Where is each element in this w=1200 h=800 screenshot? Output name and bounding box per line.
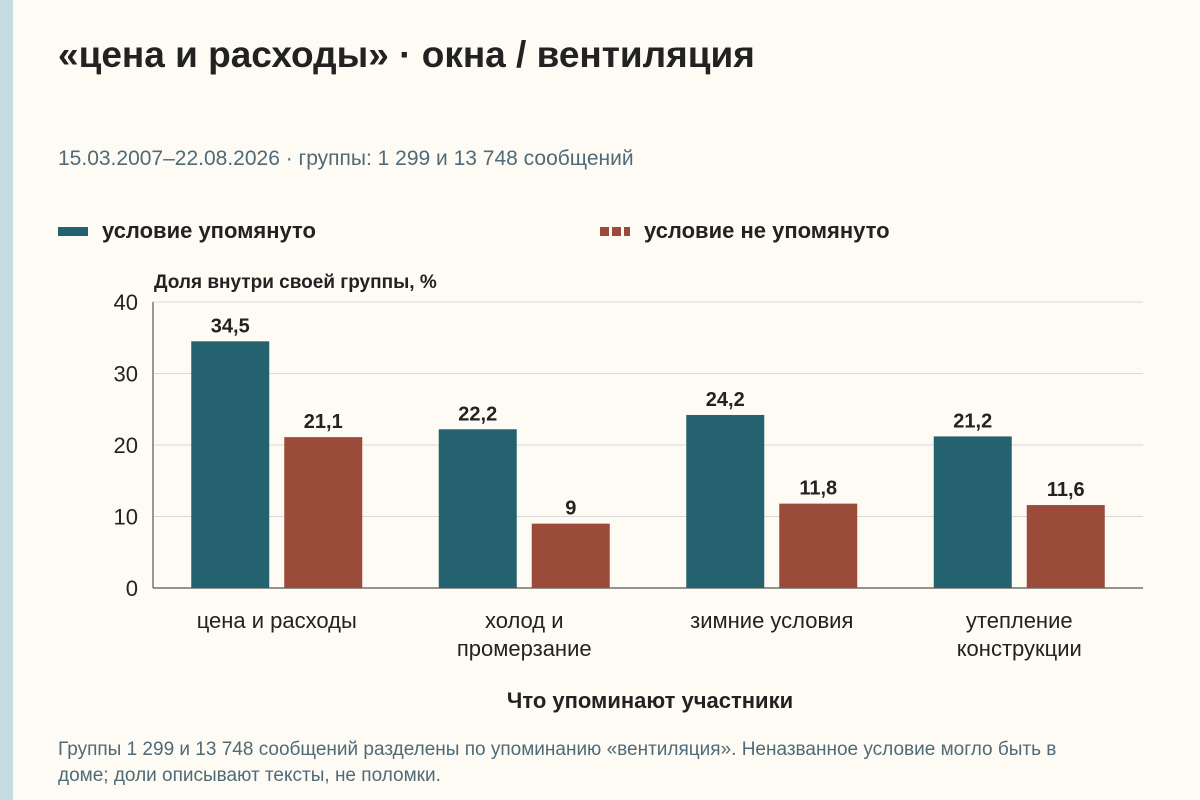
y-tick-label: 40 bbox=[114, 290, 138, 315]
y-tick-label: 10 bbox=[114, 505, 138, 530]
data-label-mentioned: 24,2 bbox=[706, 389, 745, 411]
x-tick-label: конструкции bbox=[957, 636, 1082, 661]
legend-label-mentioned: условие упомянуто bbox=[102, 218, 316, 243]
data-label-mentioned: 21,2 bbox=[953, 410, 992, 432]
data-label-mentioned: 22,2 bbox=[458, 403, 497, 425]
bar-not-mentioned bbox=[531, 523, 610, 588]
left-accent-rule bbox=[0, 0, 13, 800]
x-tick-label: цена и расходы bbox=[197, 608, 357, 633]
bar-not-mentioned bbox=[284, 437, 363, 588]
y-tick-label: 20 bbox=[114, 433, 138, 458]
data-label-mentioned: 34,5 bbox=[211, 315, 250, 337]
x-tick-label: утепление bbox=[966, 608, 1073, 633]
y-tick-label: 0 bbox=[126, 576, 138, 601]
data-label-not-mentioned: 11,6 bbox=[1047, 479, 1085, 501]
footnote: Группы 1 299 и 13 748 сообщений разделен… bbox=[58, 739, 1057, 786]
bar-not-mentioned bbox=[1026, 505, 1105, 588]
data-label-not-mentioned: 11,8 bbox=[799, 478, 837, 500]
chart-title: «цена и расходы» · окна / вентиляция bbox=[58, 34, 755, 75]
data-label-not-mentioned: 9 bbox=[565, 498, 576, 520]
x-tick-label: промерзание bbox=[457, 636, 592, 661]
bar-mentioned bbox=[686, 414, 765, 588]
data-label-not-mentioned: 21,1 bbox=[304, 411, 343, 433]
x-axis-label: Что упоминают участники bbox=[507, 688, 793, 713]
bar-mentioned bbox=[933, 436, 1012, 588]
legend-swatch-not-mentioned bbox=[600, 226, 630, 236]
legend-label-not-mentioned: условие не упомянуто bbox=[644, 218, 890, 243]
legend-item-not-mentioned: условие не упомянуто bbox=[600, 218, 890, 244]
bar-not-mentioned bbox=[779, 503, 858, 588]
x-tick-label: зимние условия bbox=[690, 608, 853, 633]
bar-mentioned bbox=[191, 341, 270, 588]
y-tick-label: 30 bbox=[114, 362, 138, 387]
legend-item-mentioned: условие упомянуто bbox=[58, 218, 316, 244]
bar-mentioned bbox=[438, 429, 517, 588]
legend-swatch-mentioned bbox=[58, 226, 88, 236]
x-tick-label: холод и bbox=[485, 608, 564, 633]
chart-subtitle: 15.03.2007–22.08.2026 · группы: 1 299 и … bbox=[58, 147, 634, 170]
y-axis-label: Доля внутри своей группы, % bbox=[154, 272, 437, 293]
